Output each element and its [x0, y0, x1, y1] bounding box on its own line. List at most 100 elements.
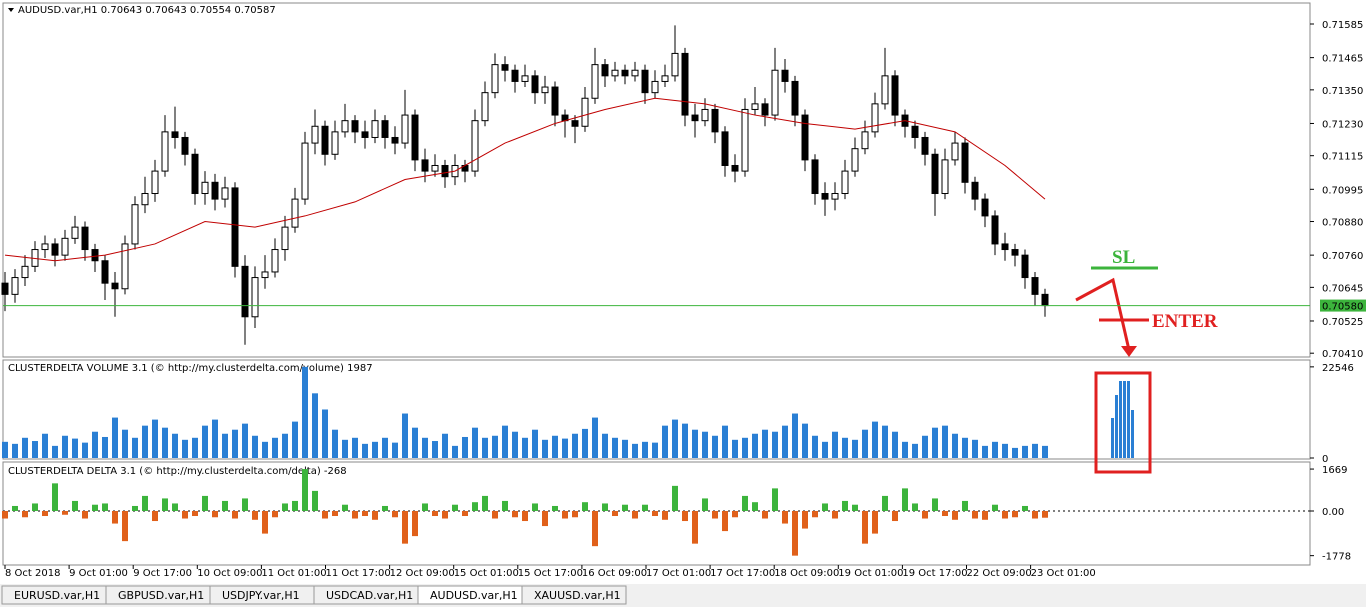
bar — [82, 510, 88, 519]
bar — [742, 495, 748, 511]
bar — [562, 438, 568, 458]
bar — [212, 510, 218, 518]
bar — [222, 500, 228, 511]
bar — [682, 510, 688, 522]
bar — [542, 510, 548, 527]
tab-label[interactable]: GBPUSD.var,H1 — [118, 589, 204, 602]
bar — [42, 510, 48, 517]
bar — [802, 423, 808, 458]
bar — [872, 421, 878, 458]
tab-label[interactable]: EURUSD.var,H1 — [14, 589, 100, 602]
bar — [162, 427, 168, 458]
bar — [1002, 443, 1008, 458]
bar — [602, 503, 608, 511]
bar — [652, 510, 658, 517]
bar — [882, 495, 888, 511]
bar — [642, 504, 648, 511]
candle-body — [611, 69, 619, 77]
bar — [452, 445, 458, 458]
bar — [872, 510, 878, 534]
bar — [762, 429, 768, 458]
bar — [552, 435, 558, 458]
x-tick-label: 22 Oct 09:00 — [967, 568, 1032, 579]
candle-body — [701, 108, 709, 122]
bar — [962, 437, 968, 458]
candle-body — [81, 226, 89, 251]
bar — [592, 417, 598, 458]
candle-body — [1, 282, 9, 295]
bar — [412, 427, 418, 458]
bar — [12, 443, 18, 458]
bar — [732, 439, 738, 458]
bar — [42, 433, 48, 458]
x-tick-label: 11 Oct 01:00 — [261, 568, 326, 579]
bar — [442, 510, 448, 519]
bar — [252, 435, 258, 458]
bar — [942, 425, 948, 458]
candle-body — [101, 260, 109, 284]
bar — [312, 393, 318, 458]
tab-label[interactable]: USDCAD.var,H1 — [326, 589, 413, 602]
bar — [72, 438, 78, 458]
bar — [752, 502, 758, 511]
bar — [432, 510, 438, 517]
candle-body — [761, 103, 769, 116]
bar — [952, 510, 958, 520]
bar — [822, 441, 828, 458]
bar — [462, 510, 468, 517]
candle-body — [531, 75, 539, 94]
bar — [712, 510, 718, 519]
candle-body — [661, 75, 669, 82]
bar — [2, 441, 8, 458]
y-tick-label: 0.71115 — [1322, 152, 1363, 163]
bar — [32, 503, 38, 511]
drawn-bar — [1123, 381, 1126, 458]
bar — [192, 437, 198, 458]
bar — [1022, 445, 1028, 458]
tab[interactable] — [521, 585, 627, 605]
bar — [632, 510, 638, 519]
candle-body — [681, 52, 689, 116]
tab-label[interactable]: AUDUSD.var,H1 — [430, 589, 518, 602]
candle-body — [251, 277, 259, 318]
bar — [942, 510, 948, 517]
bar — [252, 510, 258, 520]
candle-body — [421, 159, 429, 172]
bar — [342, 504, 348, 511]
delta-title: CLUSTERDELTA DELTA 3.1 (© http://my.clus… — [8, 466, 347, 477]
bar — [662, 510, 668, 520]
bar — [1022, 505, 1028, 511]
tab-label[interactable]: XAUUSD.var,H1 — [534, 589, 621, 602]
candle-body — [851, 148, 859, 172]
candle-body — [1031, 277, 1039, 295]
candle-body — [141, 193, 149, 206]
bar — [132, 437, 138, 458]
candle-body — [391, 136, 399, 144]
y-tick-label: 0.71230 — [1322, 119, 1363, 130]
bar — [72, 500, 78, 511]
bar — [112, 510, 118, 524]
bar — [572, 510, 578, 518]
arrow-head — [1121, 346, 1137, 357]
sl-label: SL — [1112, 247, 1135, 268]
candle-body — [471, 120, 479, 172]
price-title: AUDUSD.var,H1 0.70643 0.70643 0.70554 0.… — [18, 5, 276, 16]
bar — [122, 429, 128, 458]
bar — [172, 503, 178, 511]
x-tick-label: 19 Oct 01:00 — [838, 568, 903, 579]
candle-body — [591, 64, 599, 99]
candle-body — [521, 75, 529, 82]
candle-body — [651, 80, 659, 94]
bar — [332, 429, 338, 458]
bar — [472, 427, 478, 458]
candle-body — [401, 114, 409, 144]
tab-label[interactable]: USDJPY.var,H1 — [222, 589, 300, 602]
bar — [442, 433, 448, 458]
bar — [582, 502, 588, 511]
bar — [52, 445, 58, 458]
candle-body — [281, 226, 289, 251]
bar — [122, 510, 128, 542]
bar — [492, 435, 498, 458]
bar — [902, 488, 908, 511]
bar — [852, 439, 858, 458]
